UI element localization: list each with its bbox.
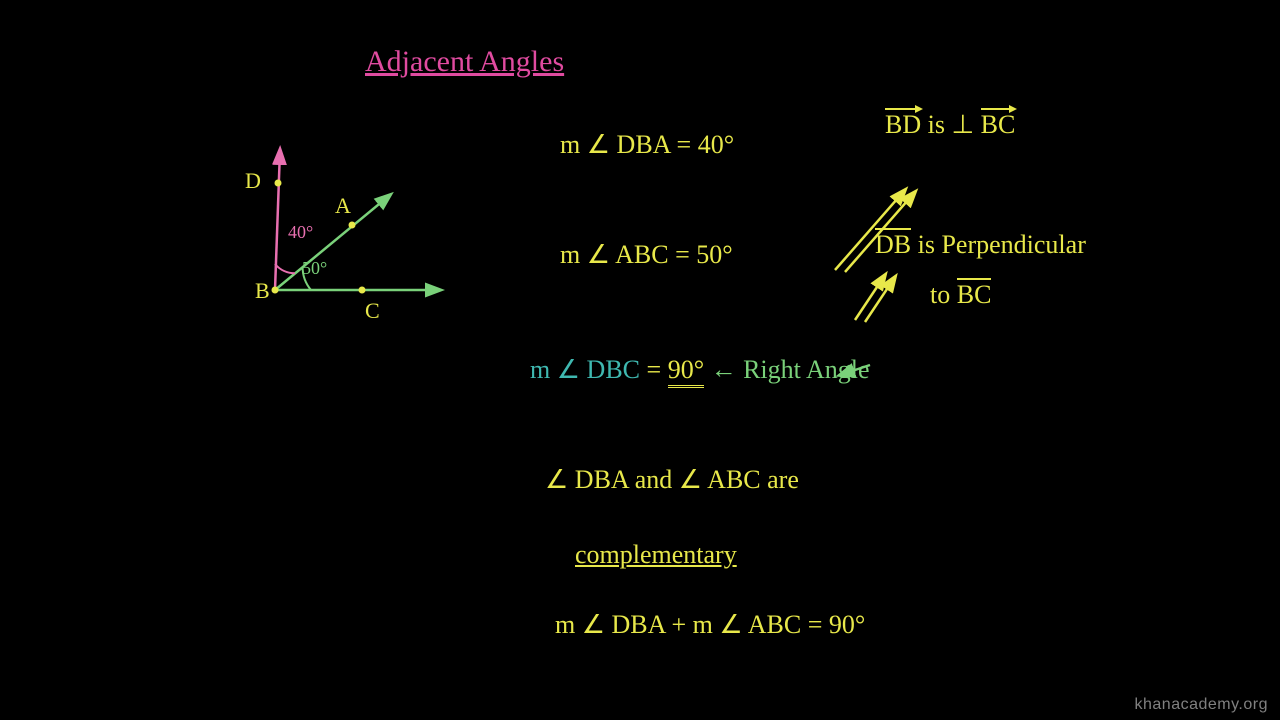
perp-statement-1: BD is ⊥ BC (885, 110, 1015, 140)
blackboard: Adjacent Angles B C A D (0, 0, 1280, 720)
perp-statement-2b: to BC (930, 280, 991, 310)
sum-equation: m ∠ DBA + m ∠ ABC = 90° (555, 610, 865, 640)
point-label-b: B (255, 278, 270, 304)
arc-dba (275, 264, 295, 273)
eq-abc: m ∠ ABC = 50° (560, 240, 733, 270)
point-label-d: D (245, 168, 261, 194)
complementary-line1: ∠ DBA and ∠ ABC are (545, 465, 799, 495)
angle-diagram (0, 0, 500, 400)
angle-label-50: 50° (302, 258, 327, 279)
point-label-c: C (365, 298, 380, 324)
watermark: khanacademy.org (1135, 696, 1269, 714)
angle-label-40: 40° (288, 222, 313, 243)
eq-dba: m ∠ DBA = 40° (560, 130, 734, 160)
point-label-a: A (335, 193, 351, 219)
perp-statement-2a: DB is Perpendicular (875, 230, 1086, 260)
eq-dbc: m ∠ DBC = 90° ← Right Angle (530, 355, 870, 385)
complementary-line2: complementary (575, 540, 737, 570)
